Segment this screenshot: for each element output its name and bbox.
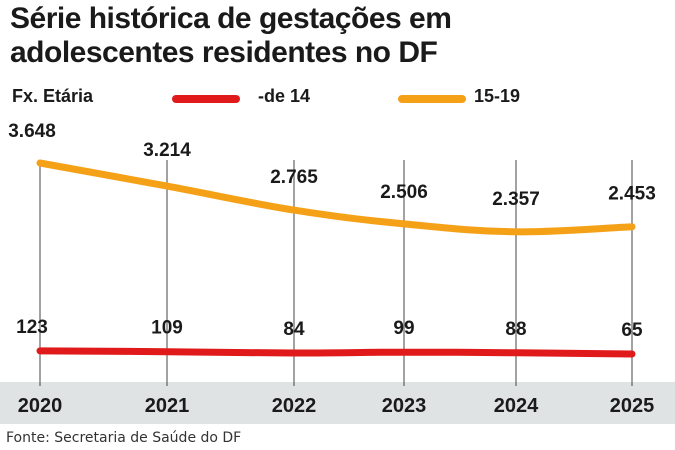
data-label-under-14-2020: 123 xyxy=(16,317,48,338)
data-label-15-19-2020: 3.648 xyxy=(8,121,56,142)
x-tick-2021: 2021 xyxy=(145,395,190,417)
series-line-under-14 xyxy=(36,347,636,358)
chart-title: Série histórica de gestações em adolesce… xyxy=(10,2,670,70)
data-point-under-14-2022 xyxy=(292,351,296,355)
legend-label-15-19: 15-19 xyxy=(474,86,521,106)
legend-swatch-15-19 xyxy=(398,95,466,103)
data-label-15-19-2022: 2.765 xyxy=(270,167,318,188)
legend-title: Fx. Etária xyxy=(12,86,94,106)
data-label-under-14-2024: 88 xyxy=(505,319,526,340)
data-label-under-14-2025: 65 xyxy=(621,320,643,341)
x-tick-2022: 2022 xyxy=(272,395,317,417)
x-tick-2024: 2024 xyxy=(494,395,539,417)
data-label-15-19-2021: 3.214 xyxy=(143,140,191,161)
data-label-under-14-2022: 84 xyxy=(283,319,305,340)
x-axis-band xyxy=(0,382,675,424)
data-point-under-14-2023 xyxy=(402,350,406,354)
x-tick-2023: 2023 xyxy=(382,395,427,417)
data-label-15-19-2023: 2.506 xyxy=(380,182,428,203)
data-point-under-14-2020 xyxy=(38,349,42,353)
data-label-under-14-2023: 99 xyxy=(393,318,414,339)
series-line-15-19 xyxy=(36,159,636,236)
x-tick-2020: 2020 xyxy=(18,395,63,417)
data-point-15-19-2023 xyxy=(402,222,406,226)
data-point-15-19-2021 xyxy=(165,184,169,188)
source-note: Fonte: Secretaria de Saúde do DF xyxy=(6,430,242,446)
data-point-15-19-2020 xyxy=(38,161,42,165)
data-point-under-14-2021 xyxy=(165,350,169,354)
x-tick-2025: 2025 xyxy=(610,395,655,417)
legend-swatch-under-14 xyxy=(172,95,240,103)
chart-title-line-2: adolescentes residentes no DF xyxy=(10,36,438,69)
chart-title-line-1: Série histórica de gestações em xyxy=(10,2,452,35)
data-point-15-19-2025 xyxy=(630,225,634,229)
data-label-15-19-2024: 2.357 xyxy=(492,189,540,210)
data-label-15-19-2025: 2.453 xyxy=(608,184,656,205)
data-point-under-14-2024 xyxy=(514,351,518,355)
data-point-15-19-2024 xyxy=(514,230,518,234)
data-point-15-19-2022 xyxy=(292,208,296,212)
legend-label-under-14: -de 14 xyxy=(258,86,311,106)
data-label-under-14-2021: 109 xyxy=(151,318,183,339)
data-point-under-14-2025 xyxy=(630,352,634,356)
